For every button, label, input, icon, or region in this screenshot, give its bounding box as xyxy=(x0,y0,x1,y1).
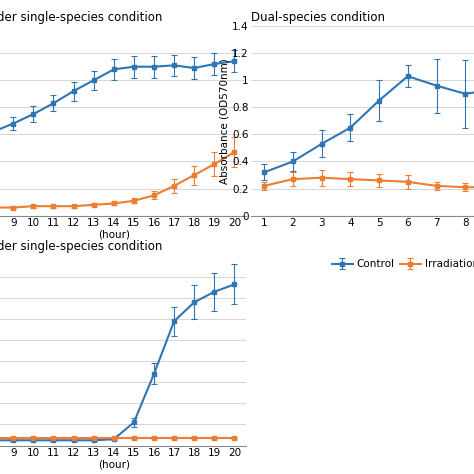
X-axis label: (hour): (hour) xyxy=(98,230,130,240)
X-axis label: (hour): (hour) xyxy=(98,460,130,470)
Y-axis label: Absorbance (OD570nm): Absorbance (OD570nm) xyxy=(219,58,229,184)
Text: Under single-species condition: Under single-species condition xyxy=(0,10,163,24)
Legend: Control, Irradiation: Control, Irradiation xyxy=(328,255,474,273)
Text: Dual-species condition: Dual-species condition xyxy=(251,10,385,24)
Text: Under single-species condition: Under single-species condition xyxy=(0,240,163,254)
Legend: Control, Irradiation: Control, Irradiation xyxy=(0,263,155,281)
